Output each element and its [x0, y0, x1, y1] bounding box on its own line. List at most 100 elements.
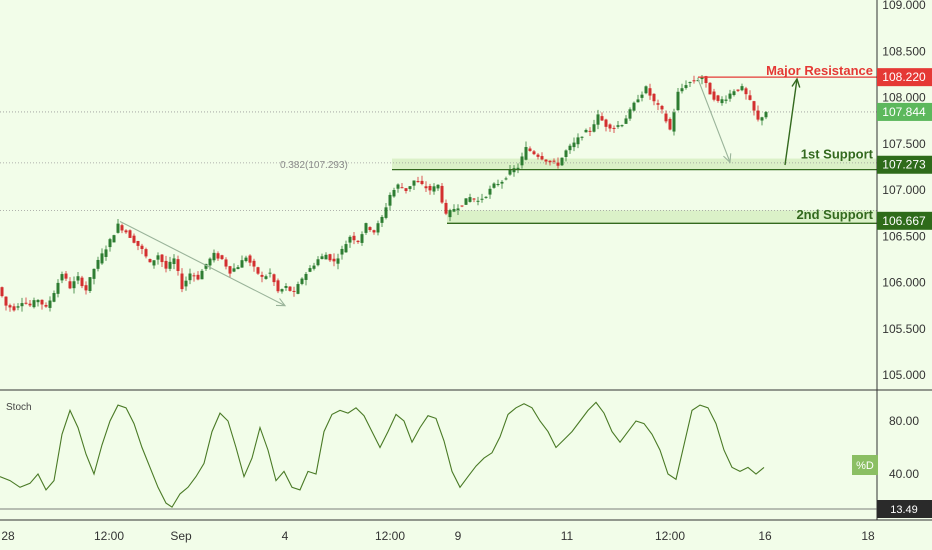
resistance-price-badge-text: 108.220 — [882, 70, 926, 84]
candle — [368, 227, 372, 231]
stoch-d-badge: %D — [852, 455, 878, 475]
current-price-badge: 107.844 — [877, 102, 932, 121]
candle — [700, 77, 704, 80]
support-1-price-badge-text: 107.273 — [882, 158, 926, 172]
candle — [388, 194, 392, 206]
candle — [128, 230, 132, 238]
candle — [556, 162, 560, 166]
candle — [164, 260, 168, 269]
stoch-axis[interactable]: 80.00 40.00 — [889, 414, 919, 481]
resistance-price-badge-bg — [877, 68, 932, 87]
candle — [592, 124, 596, 132]
candle — [20, 303, 24, 307]
candle — [580, 136, 584, 138]
candle — [764, 112, 768, 118]
time-tick-label: 16 — [758, 529, 772, 543]
candle — [160, 254, 164, 263]
dotted-guides — [0, 111, 877, 211]
candle — [744, 88, 748, 95]
candle — [544, 159, 548, 162]
candle — [340, 248, 344, 255]
candle — [552, 160, 556, 162]
candle — [600, 116, 604, 121]
candle — [728, 93, 732, 99]
candle — [168, 261, 172, 269]
candle — [112, 235, 116, 243]
svg-text:%D: %D — [856, 460, 874, 472]
candle — [460, 205, 464, 207]
candle — [60, 274, 64, 281]
candle — [208, 258, 212, 266]
candle — [748, 95, 752, 100]
candle — [412, 180, 416, 186]
candle — [0, 287, 4, 297]
candle — [28, 303, 32, 306]
candle — [364, 223, 368, 233]
candle — [328, 254, 332, 261]
candle — [488, 188, 492, 195]
candle — [88, 277, 92, 291]
candle — [692, 80, 696, 82]
candle — [136, 240, 140, 246]
candle — [188, 273, 192, 281]
time-tick-label: Sep — [170, 529, 192, 543]
candle — [284, 286, 288, 288]
candle — [572, 142, 576, 148]
level-lines — [392, 76, 877, 224]
candle — [44, 304, 48, 307]
price-axis[interactable]: 109.000 108.500 108.000 107.500 107.000 106.5… — [882, 0, 926, 382]
support-2-price-badge-bg — [877, 211, 932, 230]
candle — [428, 185, 432, 191]
candle — [704, 76, 708, 84]
candle — [696, 80, 700, 82]
candle — [360, 234, 364, 243]
candle — [712, 91, 716, 100]
candle — [708, 82, 712, 95]
candlesticks — [0, 74, 768, 312]
candle — [300, 278, 304, 284]
support-zones — [392, 158, 877, 224]
candle — [244, 257, 248, 262]
trend-down-arrow — [119, 220, 286, 307]
price-tick-label: 106.500 — [882, 229, 926, 243]
candle — [676, 91, 680, 111]
level-labels: Major Resistance 1st Support 2nd Support 10… — [766, 63, 932, 230]
candle — [576, 137, 580, 145]
candle — [12, 306, 16, 311]
candle — [220, 255, 224, 260]
time-axis[interactable]: 28 12:00 Sep 4 12:00 9 11 12:00 16 18 — [1, 529, 875, 543]
candle — [68, 281, 72, 289]
candle — [524, 147, 528, 160]
candle — [292, 290, 296, 292]
candle — [332, 258, 336, 262]
candle — [196, 274, 200, 280]
candle — [504, 178, 508, 180]
candle — [356, 240, 360, 243]
candle — [156, 255, 160, 260]
candle — [228, 266, 232, 274]
candle — [24, 302, 28, 304]
candle — [548, 160, 552, 163]
candle — [624, 118, 628, 124]
candle — [436, 184, 440, 189]
candle — [200, 270, 204, 280]
candle — [372, 230, 376, 233]
fib-annotation: 0.382(107.293) — [280, 160, 348, 171]
candle — [308, 268, 312, 272]
candle — [84, 285, 88, 291]
candle — [664, 113, 668, 122]
pullback-arrow-head — [723, 153, 732, 164]
candle — [392, 190, 396, 197]
candle — [132, 235, 136, 243]
candle — [452, 208, 456, 212]
candle — [632, 102, 636, 111]
candle — [516, 167, 520, 169]
price-tick-label: 107.000 — [882, 183, 926, 197]
candle — [252, 260, 256, 267]
candle — [656, 103, 660, 105]
candle — [352, 235, 356, 241]
candle — [48, 300, 52, 308]
candle — [536, 154, 540, 157]
candle — [468, 197, 472, 202]
